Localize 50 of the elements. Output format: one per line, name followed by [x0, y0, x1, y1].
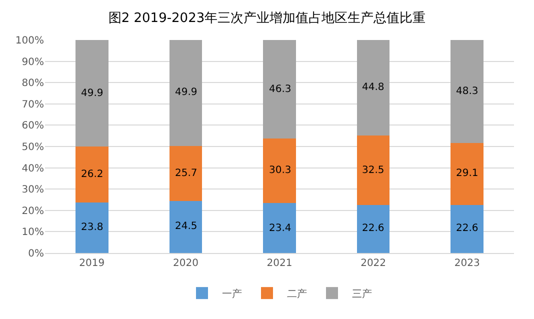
data-label: 23.8 — [81, 222, 104, 233]
data-label: 26.2 — [81, 169, 104, 180]
y-tick-label: 10% — [22, 227, 44, 238]
x-tick-label: 2020 — [172, 258, 198, 269]
bar — [450, 142, 484, 205]
legend-label: 二产 — [287, 288, 307, 300]
legend-label: 一产 — [222, 288, 242, 300]
data-label: 32.5 — [362, 165, 384, 176]
bar — [263, 40, 296, 139]
x-tick-label: 2022 — [360, 258, 386, 269]
data-label: 24.5 — [175, 221, 198, 232]
data-label: 30.3 — [269, 165, 292, 176]
bar — [75, 202, 108, 253]
bar — [263, 138, 296, 204]
bar — [450, 40, 484, 143]
data-label: 22.6 — [362, 223, 384, 234]
x-tick-label: 2021 — [266, 258, 292, 269]
bar — [263, 203, 296, 253]
y-tick-label: 50% — [22, 142, 44, 153]
legend-label: 三产 — [352, 288, 372, 300]
bar — [356, 40, 390, 136]
y-tick-label: 80% — [22, 78, 44, 90]
data-label: 44.8 — [362, 82, 384, 93]
y-tick-label: 30% — [22, 184, 44, 196]
bar — [169, 40, 202, 146]
data-label: 48.3 — [456, 86, 478, 97]
y-tick-label: 70% — [22, 99, 44, 110]
y-tick-label: 90% — [22, 56, 44, 68]
x-tick-label: 2019 — [79, 258, 105, 269]
y-tick-label: 40% — [22, 163, 44, 174]
y-tick-label: 20% — [22, 206, 44, 217]
data-label: 23.4 — [269, 223, 292, 234]
bar — [356, 136, 390, 205]
y-tick-label: 0% — [28, 248, 44, 260]
bar — [450, 204, 484, 253]
data-label: 46.3 — [269, 84, 292, 95]
y-tick-label: 100% — [15, 36, 44, 46]
chart-title: 图2 2019-2023年三次产业增加值占地区生产总值比重 — [108, 10, 426, 26]
y-tick-label: 60% — [22, 120, 44, 132]
data-label: 49.9 — [81, 88, 104, 99]
data-label: 25.7 — [175, 168, 198, 179]
data-label: 22.6 — [456, 223, 478, 234]
bar — [169, 200, 202, 253]
data-label: 29.1 — [456, 168, 478, 179]
bar — [75, 146, 108, 202]
bar — [356, 204, 390, 253]
x-tick-label: 2023 — [454, 258, 480, 269]
data-label: 49.9 — [175, 87, 198, 98]
bar — [75, 40, 108, 146]
bar — [169, 146, 202, 201]
